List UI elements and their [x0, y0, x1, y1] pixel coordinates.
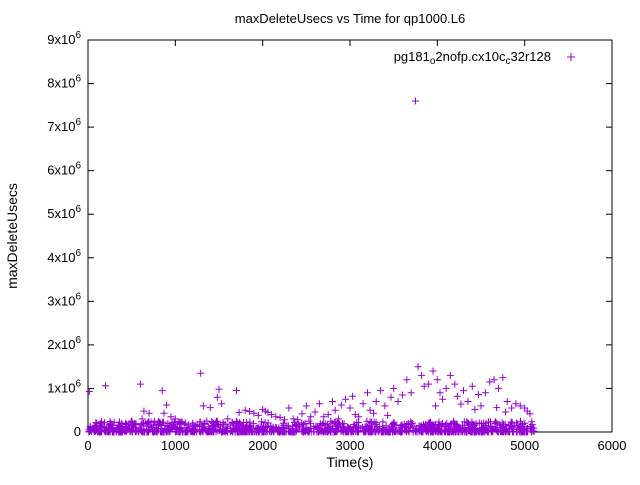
axis-ticks: 0 1000 2000 3000 4000 5000 6000 0 1x106 2x106 3x10… — [47, 30, 626, 453]
legend-label: pg181o2nofp.cx10cc32r128 — [394, 49, 551, 67]
svg-text:9x106: 9x106 — [47, 30, 81, 47]
legend: pg181o2nofp.cx10cc32r128 — [394, 49, 575, 67]
svg-text:7x106: 7x106 — [47, 117, 81, 134]
svg-text:3000: 3000 — [336, 438, 365, 453]
svg-text:2x106: 2x106 — [47, 335, 81, 352]
svg-text:3x106: 3x106 — [47, 291, 81, 308]
svg-text:8x106: 8x106 — [47, 74, 81, 91]
x-axis-label: Time(s) — [327, 454, 374, 470]
svg-text:4000: 4000 — [423, 438, 452, 453]
svg-text:5000: 5000 — [510, 438, 539, 453]
svg-text:5x106: 5x106 — [47, 204, 81, 221]
svg-text:1x106: 1x106 — [47, 378, 81, 395]
svg-text:4x106: 4x106 — [47, 248, 81, 265]
svg-text:6000: 6000 — [598, 438, 627, 453]
plot-frame — [87, 39, 613, 433]
svg-text:0: 0 — [84, 438, 91, 453]
scatter-points-band — [85, 417, 538, 436]
chart-title: maxDeleteUsecs vs Time for qp1000.L6 — [235, 11, 466, 26]
svg-text:2000: 2000 — [248, 438, 277, 453]
y-axis-label: maxDeleteUsecs — [4, 183, 20, 289]
svg-text:0: 0 — [74, 424, 81, 439]
svg-text:1000: 1000 — [161, 438, 190, 453]
legend-marker-plus-icon — [567, 53, 575, 61]
scatter-points — [85, 97, 534, 429]
svg-text:6x106: 6x106 — [47, 161, 81, 178]
